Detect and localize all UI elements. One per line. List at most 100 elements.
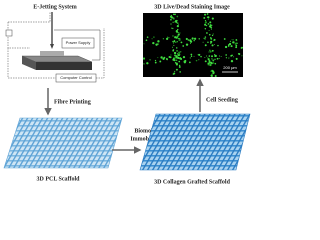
cell xyxy=(210,28,212,30)
cell xyxy=(178,66,181,68)
cell xyxy=(188,61,191,64)
cell xyxy=(211,44,214,47)
step-label: Cell Seeding xyxy=(206,97,238,103)
cell xyxy=(165,58,168,60)
cell xyxy=(180,41,183,44)
cell xyxy=(235,38,238,41)
cell xyxy=(224,45,228,49)
cell xyxy=(207,62,210,65)
collagen-scaffold xyxy=(139,113,251,171)
cell xyxy=(176,53,179,55)
step-label: Biomolecule xyxy=(134,128,166,134)
cell xyxy=(218,58,220,60)
cell xyxy=(170,54,172,56)
cell xyxy=(210,26,213,29)
cell xyxy=(207,41,209,44)
cell xyxy=(172,58,175,61)
cell xyxy=(211,49,214,52)
cell xyxy=(175,41,178,43)
cell xyxy=(204,56,206,58)
cell xyxy=(233,56,235,58)
cell xyxy=(213,54,216,56)
cell xyxy=(209,21,212,24)
title: E-Jetting System xyxy=(33,4,77,10)
cell xyxy=(174,36,177,39)
cell xyxy=(211,73,213,75)
cell xyxy=(177,20,179,21)
cell xyxy=(172,46,174,48)
cell xyxy=(178,38,181,41)
cell xyxy=(176,31,178,34)
cell xyxy=(212,70,215,73)
cell xyxy=(155,43,158,46)
cell xyxy=(204,23,207,26)
cell xyxy=(211,34,214,37)
cell xyxy=(225,54,227,56)
cell xyxy=(175,55,178,58)
cell xyxy=(190,53,193,56)
cell xyxy=(230,45,233,48)
cell xyxy=(177,28,179,31)
cell xyxy=(157,57,159,59)
cell xyxy=(232,39,234,41)
cell xyxy=(191,37,194,40)
cell xyxy=(177,22,179,24)
cell xyxy=(212,33,214,35)
cell xyxy=(193,55,195,57)
cell xyxy=(208,59,211,62)
cell xyxy=(235,57,238,60)
cell xyxy=(235,44,238,47)
cell xyxy=(182,45,185,47)
cell xyxy=(229,40,232,42)
cell xyxy=(175,47,178,49)
cell xyxy=(176,21,178,24)
cell xyxy=(190,55,193,58)
cell xyxy=(152,41,155,45)
cell xyxy=(172,42,174,44)
cell xyxy=(179,32,181,34)
cell xyxy=(211,58,213,60)
cell xyxy=(154,61,157,64)
cell xyxy=(172,49,175,52)
figure: E-Jetting System Power Supply Computer C… xyxy=(3,4,251,185)
cell xyxy=(231,39,233,41)
cell xyxy=(174,62,177,64)
cell xyxy=(175,62,178,65)
cell xyxy=(178,64,181,67)
cell xyxy=(211,17,214,20)
node-label: 3D Live/Dead Staining Image xyxy=(154,4,230,10)
cell xyxy=(176,50,178,52)
cell xyxy=(212,62,215,64)
cell xyxy=(176,15,179,18)
node-label: 3D Collagen Grafted Scaffold xyxy=(154,179,230,185)
cell xyxy=(207,23,210,25)
cell xyxy=(235,46,238,49)
cell xyxy=(195,59,198,62)
cell xyxy=(213,38,216,41)
cell xyxy=(203,17,206,19)
cell xyxy=(203,37,205,39)
staining-image xyxy=(143,13,243,77)
pcl-scaffold xyxy=(3,117,123,169)
cell xyxy=(204,44,207,47)
cell xyxy=(208,33,211,36)
cell xyxy=(210,37,213,40)
cell xyxy=(143,57,145,60)
cell xyxy=(216,57,219,60)
cell xyxy=(211,55,214,58)
cell xyxy=(172,27,174,30)
cell xyxy=(241,46,243,49)
cell xyxy=(189,42,191,44)
cell xyxy=(227,45,230,47)
cell xyxy=(167,36,169,38)
cell xyxy=(225,57,228,59)
cell xyxy=(228,57,230,59)
cell xyxy=(228,42,232,46)
cell xyxy=(159,60,162,63)
cell xyxy=(214,54,217,58)
node-label: 3D PCL Scaffold xyxy=(36,176,80,182)
cell xyxy=(210,74,213,77)
cell xyxy=(185,37,188,41)
cell xyxy=(198,53,201,56)
cell xyxy=(177,56,180,59)
